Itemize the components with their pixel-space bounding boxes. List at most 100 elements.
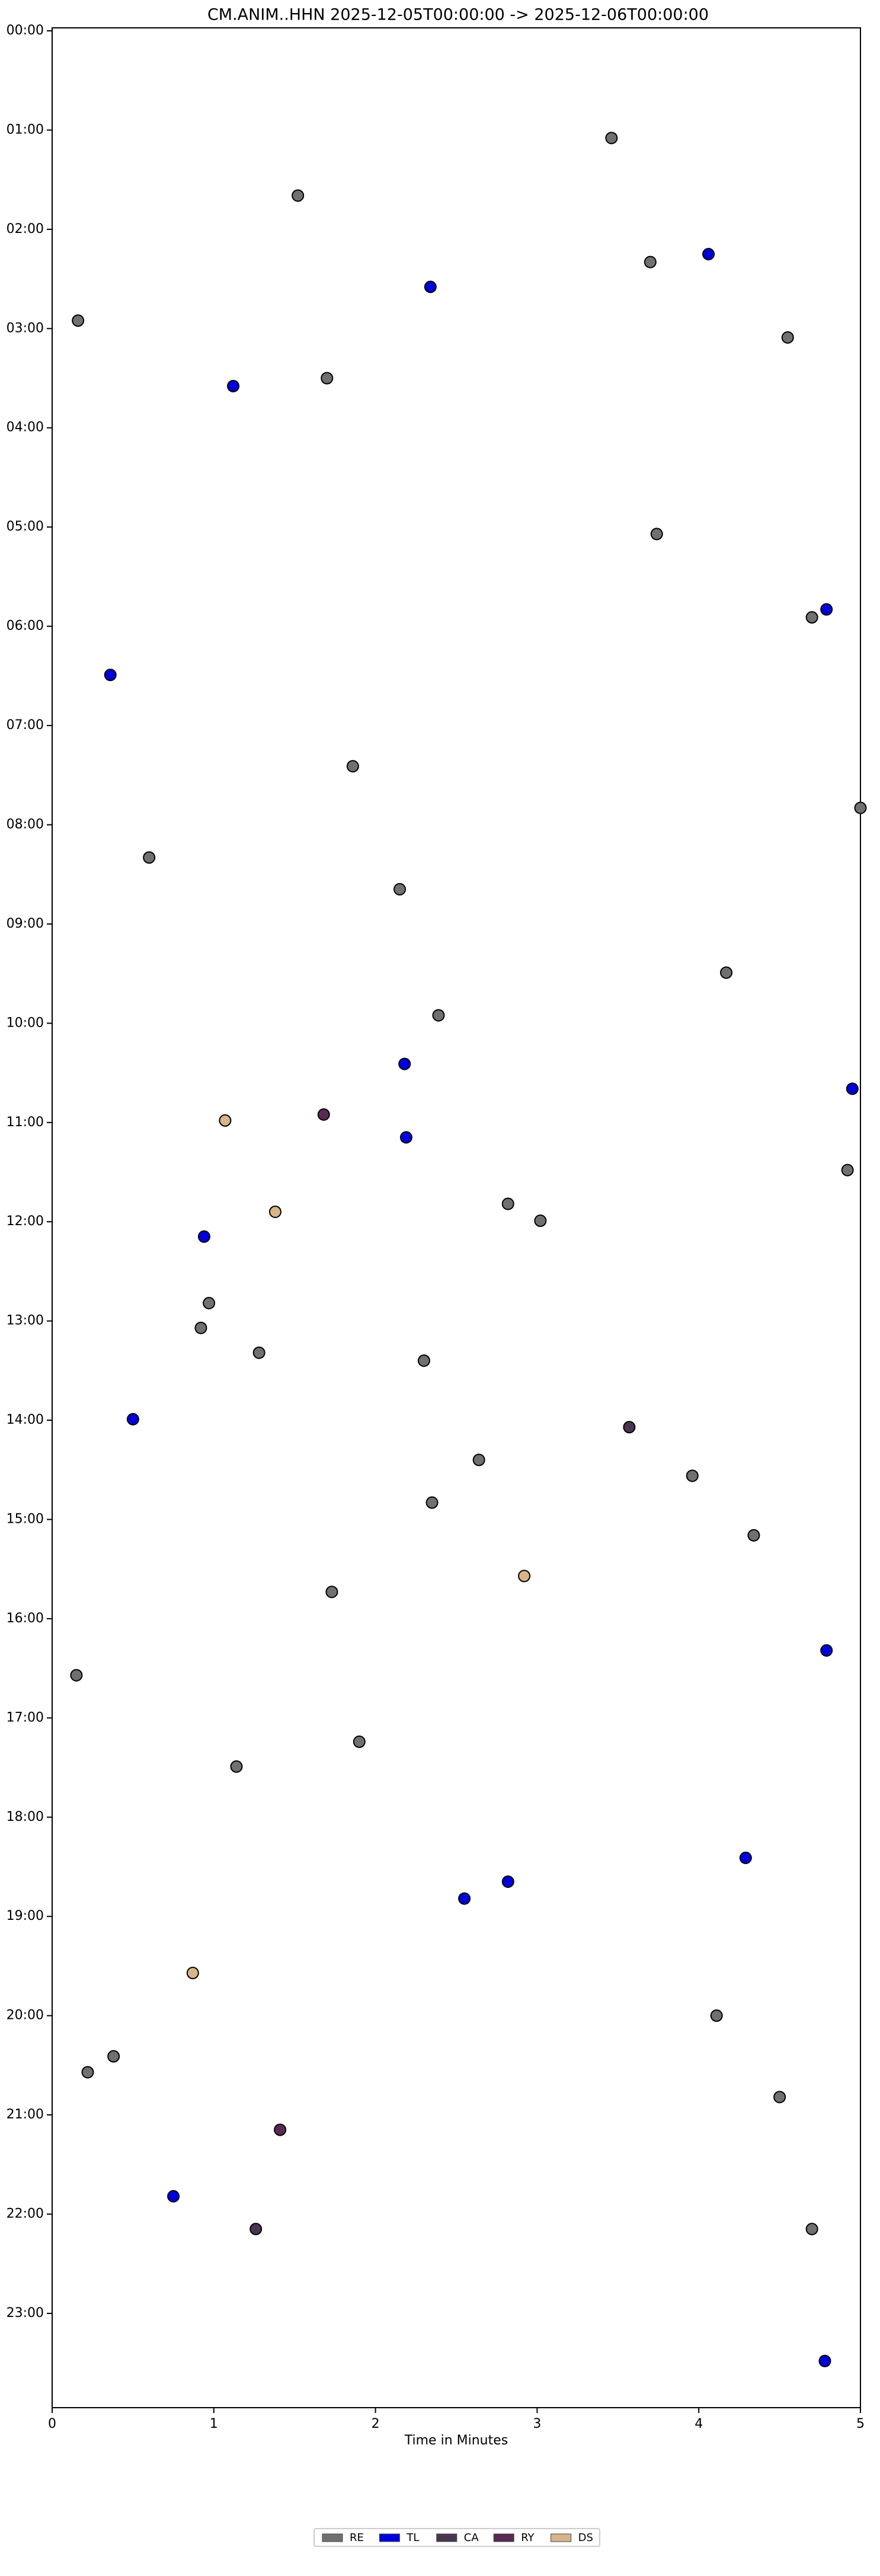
legend-label: RE [350, 2532, 364, 2544]
y-tick-label: 16:00 [7, 1611, 44, 1626]
plot-frame [52, 27, 861, 2408]
x-tick-label: 0 [48, 2417, 56, 2431]
x-tick-label: 1 [210, 2417, 218, 2431]
y-tick-label: 19:00 [7, 1909, 44, 1923]
event-marker [686, 1469, 699, 1482]
y-tick-label: 09:00 [7, 916, 44, 931]
y-tick-label: 23:00 [7, 2306, 44, 2321]
y-tick-label: 15:00 [7, 1511, 44, 1526]
x-tick-label: 4 [695, 2417, 703, 2431]
y-tick-label: 08:00 [7, 817, 44, 832]
event-marker [274, 2123, 287, 2136]
y-tick-label: 22:00 [7, 2207, 44, 2222]
y-tick-label: 12:00 [7, 1214, 44, 1229]
event-marker [393, 883, 407, 896]
event-marker [249, 2223, 263, 2236]
event-marker [644, 255, 657, 269]
y-tick-label: 07:00 [7, 718, 44, 733]
y-tick-label: 14:00 [7, 1412, 44, 1427]
event-marker [143, 851, 156, 864]
event-marker [167, 2190, 180, 2203]
legend-swatch [551, 2533, 572, 2542]
event-marker [398, 1057, 411, 1070]
event-marker [846, 1082, 859, 1095]
event-marker [623, 1421, 636, 1434]
event-marker [818, 2354, 831, 2367]
legend-swatch [436, 2533, 457, 2542]
x-axis-label: Time in Minutes [404, 2433, 508, 2448]
y-tick-label: 17:00 [7, 1710, 44, 1725]
event-marker [773, 2091, 786, 2104]
event-marker [126, 1412, 139, 1426]
event-marker [739, 1851, 752, 1864]
x-tick-label: 3 [533, 2417, 541, 2431]
y-tick-label: 02:00 [7, 222, 44, 236]
event-marker [70, 1669, 83, 1682]
event-marker [841, 1164, 854, 1177]
event-marker [197, 1230, 210, 1243]
y-tick-label: 21:00 [7, 2107, 44, 2122]
event-marker [518, 1570, 531, 1583]
event-marker [805, 2223, 818, 2236]
y-tick-label: 10:00 [7, 1015, 44, 1030]
event-marker [650, 528, 663, 541]
event-marker [720, 966, 733, 979]
x-tick-label: 5 [856, 2417, 865, 2431]
y-tick-label: 00:00 [7, 23, 44, 38]
event-marker [534, 1215, 547, 1228]
event-marker [321, 372, 334, 385]
event-marker [432, 1009, 445, 1022]
event-marker [353, 1736, 366, 1749]
event-marker [107, 2050, 120, 2063]
event-marker [605, 132, 618, 145]
event-marker [501, 1875, 514, 1888]
event-marker [104, 669, 117, 682]
y-tick-label: 03:00 [7, 321, 44, 335]
event-marker [346, 760, 359, 773]
y-tick-label: 04:00 [7, 420, 44, 435]
event-marker [747, 1529, 760, 1542]
event-marker [399, 1131, 412, 1144]
event-marker [219, 1114, 232, 1127]
event-marker [230, 1760, 243, 1773]
event-marker [425, 1496, 439, 1509]
event-marker [203, 1296, 216, 1309]
event-marker [501, 1197, 514, 1210]
event-marker [820, 603, 833, 616]
legend-label: DS [578, 2532, 593, 2544]
event-marker [854, 801, 867, 814]
y-tick-label: 13:00 [7, 1313, 44, 1328]
y-tick-label: 06:00 [7, 619, 44, 634]
y-tick-label: 20:00 [7, 2008, 44, 2023]
event-marker [194, 1321, 207, 1334]
event-marker [81, 2066, 94, 2079]
event-marker [252, 1346, 265, 1359]
event-marker [710, 2009, 723, 2022]
event-marker [781, 331, 794, 344]
x-tick-label: 2 [372, 2417, 380, 2431]
y-tick-label: 05:00 [7, 519, 44, 534]
event-marker [186, 1967, 199, 1980]
event-marker [227, 379, 240, 392]
y-tick-label: 18:00 [7, 1810, 44, 1824]
chart-title: CM.ANIM..HHN 2025-12-05T00:00:00 -> 2025… [207, 6, 709, 24]
legend-swatch [493, 2533, 514, 2542]
y-tick-label: 11:00 [7, 1115, 44, 1130]
event-marker [820, 1644, 833, 1657]
event-marker [424, 280, 437, 293]
legend-label: CA [464, 2532, 479, 2544]
event-marker [458, 1892, 471, 1905]
legend-swatch [322, 2533, 343, 2542]
y-tick-label: 01:00 [7, 122, 44, 137]
event-marker [325, 1586, 338, 1599]
legend-label: TL [406, 2532, 419, 2544]
event-marker [417, 1354, 430, 1367]
event-marker [268, 1205, 281, 1218]
event-marker [702, 248, 715, 261]
legend-label: RY [521, 2532, 535, 2544]
legend-swatch [379, 2533, 400, 2542]
event-marker [317, 1108, 330, 1121]
event-marker [472, 1453, 485, 1466]
event-marker [805, 611, 818, 624]
